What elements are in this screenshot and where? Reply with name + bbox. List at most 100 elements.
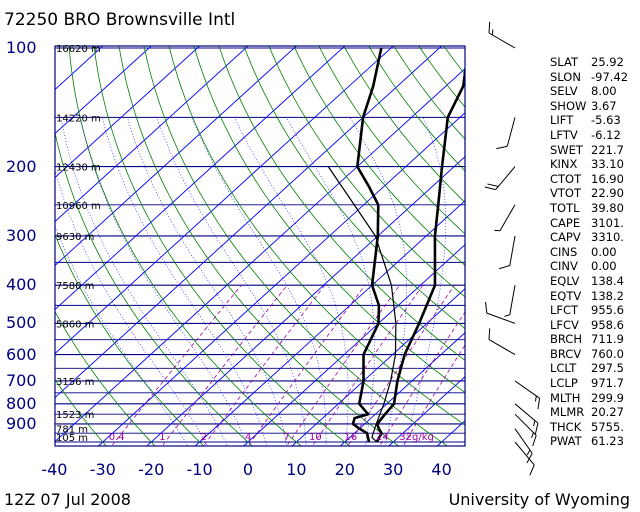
index-key: MLMR <box>550 405 585 420</box>
wind-barb-staff <box>514 428 533 454</box>
height-label: 1523 m <box>56 410 94 421</box>
wind-barb-half <box>526 449 531 456</box>
isotherm-line <box>55 46 394 355</box>
index-value: 3.67 <box>591 98 617 113</box>
index-row: SWET 221.7 <box>550 143 639 158</box>
index-key: THCK <box>550 419 582 434</box>
wind-barb-staff <box>488 32 516 49</box>
index-row: TOTL 39.80 <box>550 201 639 216</box>
moist-adiabat-line <box>127 117 287 446</box>
dry-adiabat-line <box>68 46 302 446</box>
mixing-ratio-line <box>111 284 242 446</box>
dry-adiabat-line <box>293 46 465 266</box>
parcel-profile <box>327 166 397 443</box>
wind-barb-staff <box>509 285 516 315</box>
index-key: SELV <box>550 84 578 99</box>
index-value: 0.00 <box>591 244 617 259</box>
index-key: CTOT <box>550 171 582 186</box>
temperature-tick-label: -40 <box>41 460 68 479</box>
wind-barb <box>485 301 516 324</box>
index-value: 297.5 <box>591 361 624 376</box>
index-key: VTOT <box>550 186 581 201</box>
moist-adiabat-line <box>60 117 228 446</box>
mixing-ratio-label: 10 <box>309 432 322 443</box>
isotherm-line <box>55 46 346 311</box>
wind-barb-flag <box>488 328 491 340</box>
index-row: LFCT 955.6 <box>550 303 639 318</box>
mixing-ratio-line <box>347 284 455 446</box>
index-row: EQTV 138.2 <box>550 289 639 304</box>
temperature-tick-label: -30 <box>89 460 116 479</box>
wind-barb-staff <box>495 166 516 190</box>
wind-barb <box>514 380 541 410</box>
dry-adiabat-line <box>55 310 156 446</box>
pressure-tick-label: 700 <box>6 370 37 390</box>
wind-barb-half <box>504 314 510 317</box>
index-row: MLTH 299.9 <box>550 391 639 406</box>
index-key: TOTL <box>550 200 580 215</box>
mixing-ratio-line <box>379 311 465 446</box>
isotherm-line <box>388 376 465 446</box>
wind-barb-staff <box>486 312 516 324</box>
moist-adiabat-line <box>191 117 327 446</box>
index-key: LCLP <box>550 376 578 391</box>
height-label: 7580 m <box>56 281 94 292</box>
isotherm-line <box>55 46 249 223</box>
index-row: VTOT 22.90 <box>550 186 639 201</box>
index-key: SWET <box>550 142 583 157</box>
wind-barb-half <box>534 395 537 402</box>
index-row: THCK 5755. <box>550 420 639 435</box>
wind-barb <box>514 413 537 447</box>
dry-adiabat-line <box>193 46 465 394</box>
index-row: BRCV 760.0 <box>550 347 639 362</box>
index-key: CINS <box>550 244 578 259</box>
wind-barb-staff <box>514 380 540 399</box>
stability-indices: SLAT 25.92 SLON -97.42 SELV 8.00 SHOW 3.67 LIFT -… <box>550 55 639 449</box>
temperature-tick-label: 10 <box>286 460 307 479</box>
wind-barb-flag <box>537 398 541 410</box>
index-value: 760.0 <box>591 346 624 361</box>
moist-adiabat-line <box>404 117 447 446</box>
index-value: 138.2 <box>591 288 624 303</box>
height-label: 12430 m <box>56 163 101 174</box>
isotherm-line <box>339 332 465 446</box>
temperature-tick-label: 0 <box>242 460 254 479</box>
mixing-ratio-label: 16 <box>344 432 357 443</box>
wind-barb-flag <box>484 186 496 191</box>
mixing-ratio-label: 4 <box>245 432 251 443</box>
moist-adiabat-line <box>234 117 349 446</box>
wind-barb-staff <box>509 235 516 266</box>
temperature-profile <box>375 63 465 443</box>
index-key: CAPV <box>550 230 581 245</box>
index-row: LCLP 971.7 <box>550 376 639 391</box>
height-label: 14220 m <box>56 113 101 124</box>
index-row: CINV 0.00 <box>550 259 639 274</box>
wind-barb-flag <box>534 422 539 435</box>
index-value: 61.23 <box>591 434 624 449</box>
wind-barb <box>514 441 535 476</box>
height-label: 16620 m <box>56 44 101 55</box>
isotherm-line <box>55 68 465 443</box>
dry-adiabat-line <box>55 378 107 446</box>
mixing-ratio-line <box>286 284 401 446</box>
index-key: LCLT <box>550 361 577 376</box>
isotherm-line <box>194 200 465 446</box>
pressure-tick-label: 300 <box>6 225 37 245</box>
index-key: LFCV <box>550 317 579 332</box>
temperature-tick-label: 20 <box>334 460 355 479</box>
dry-adiabat-line <box>93 46 351 446</box>
pressure-tick-label: 400 <box>6 275 37 295</box>
moist-adiabat-line <box>349 117 407 446</box>
dry-adiabat-line <box>268 46 465 298</box>
mixing-ratio-line <box>311 284 424 446</box>
moist-adiabat-line <box>55 224 189 446</box>
index-value: 16.90 <box>591 171 624 186</box>
index-row: LIFT -5.63 <box>550 113 639 128</box>
wind-barb <box>494 204 516 232</box>
index-row: BRCH 711.9 <box>550 332 639 347</box>
index-row: CAPE 3101. <box>550 216 639 231</box>
index-row: EQLV 138.4 <box>550 274 639 289</box>
index-key: SHOW <box>550 98 587 113</box>
mixing-ratio-label: 32g/kg <box>399 432 434 443</box>
